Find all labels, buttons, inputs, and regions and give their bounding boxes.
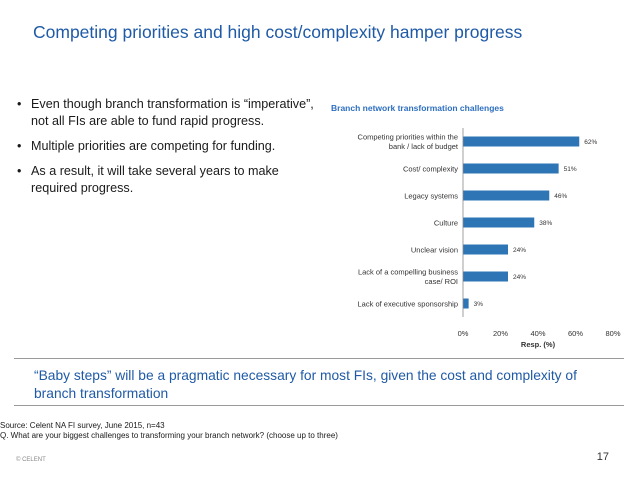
category-label: Cost/ complexity <box>403 164 458 173</box>
x-tick-label: 60% <box>568 329 583 338</box>
source-note: Source: Celent NA FI survey, June 2015, … <box>0 421 338 442</box>
brand-logo: © CELENT <box>16 457 46 463</box>
category-label: Lack of executive sponsorship <box>358 299 458 308</box>
bar-chart: 62% Competing priorities within the bank /… <box>358 128 621 349</box>
x-tick-label: 20% <box>493 329 508 338</box>
bar <box>463 271 508 282</box>
x-tick-label: 80% <box>605 329 620 338</box>
chart-title: Branch network transformation challenges <box>331 103 504 113</box>
bullet-item: Even though branch transformation is “im… <box>14 96 314 130</box>
callout-quote: “Baby steps” will be a pragmatic necessa… <box>34 368 577 401</box>
x-tick-label: 0% <box>458 329 469 338</box>
bar <box>463 217 535 228</box>
category-label: Legacy systems <box>404 191 458 200</box>
source-line: Source: Celent NA FI survey, June 2015, … <box>0 421 165 430</box>
data-label: 38% <box>539 220 552 227</box>
category-label: Culture <box>434 218 458 227</box>
bar <box>463 163 559 174</box>
bar <box>463 298 469 309</box>
divider-top <box>14 358 624 359</box>
data-label: 3% <box>474 301 484 308</box>
data-label: 46% <box>554 193 567 200</box>
divider-bottom <box>14 405 624 406</box>
bullet-item: Multiple priorities are competing for fu… <box>14 138 314 155</box>
bullet-item: As a result, it will take several years … <box>14 163 314 197</box>
bar <box>463 136 580 147</box>
data-label: 51% <box>564 166 577 173</box>
x-axis-title: Resp. (%) <box>521 340 556 349</box>
category-label: Unclear vision <box>411 245 458 254</box>
page-number: 17 <box>596 451 609 463</box>
data-label: 24% <box>513 247 526 254</box>
slide-title: Competing priorities and high cost/compl… <box>33 22 523 42</box>
category-label: Lack of a compelling business case/ ROI <box>358 268 458 287</box>
bar <box>463 244 508 255</box>
bar <box>463 190 550 201</box>
survey-question: Q. What are your biggest challenges to t… <box>0 431 338 441</box>
bullet-list: Even though branch transformation is “im… <box>14 96 314 205</box>
data-label: 62% <box>584 139 597 146</box>
x-tick-label: 40% <box>530 329 545 338</box>
data-label: 24% <box>513 274 526 281</box>
category-label: Competing priorities within the bank / la… <box>358 133 459 152</box>
